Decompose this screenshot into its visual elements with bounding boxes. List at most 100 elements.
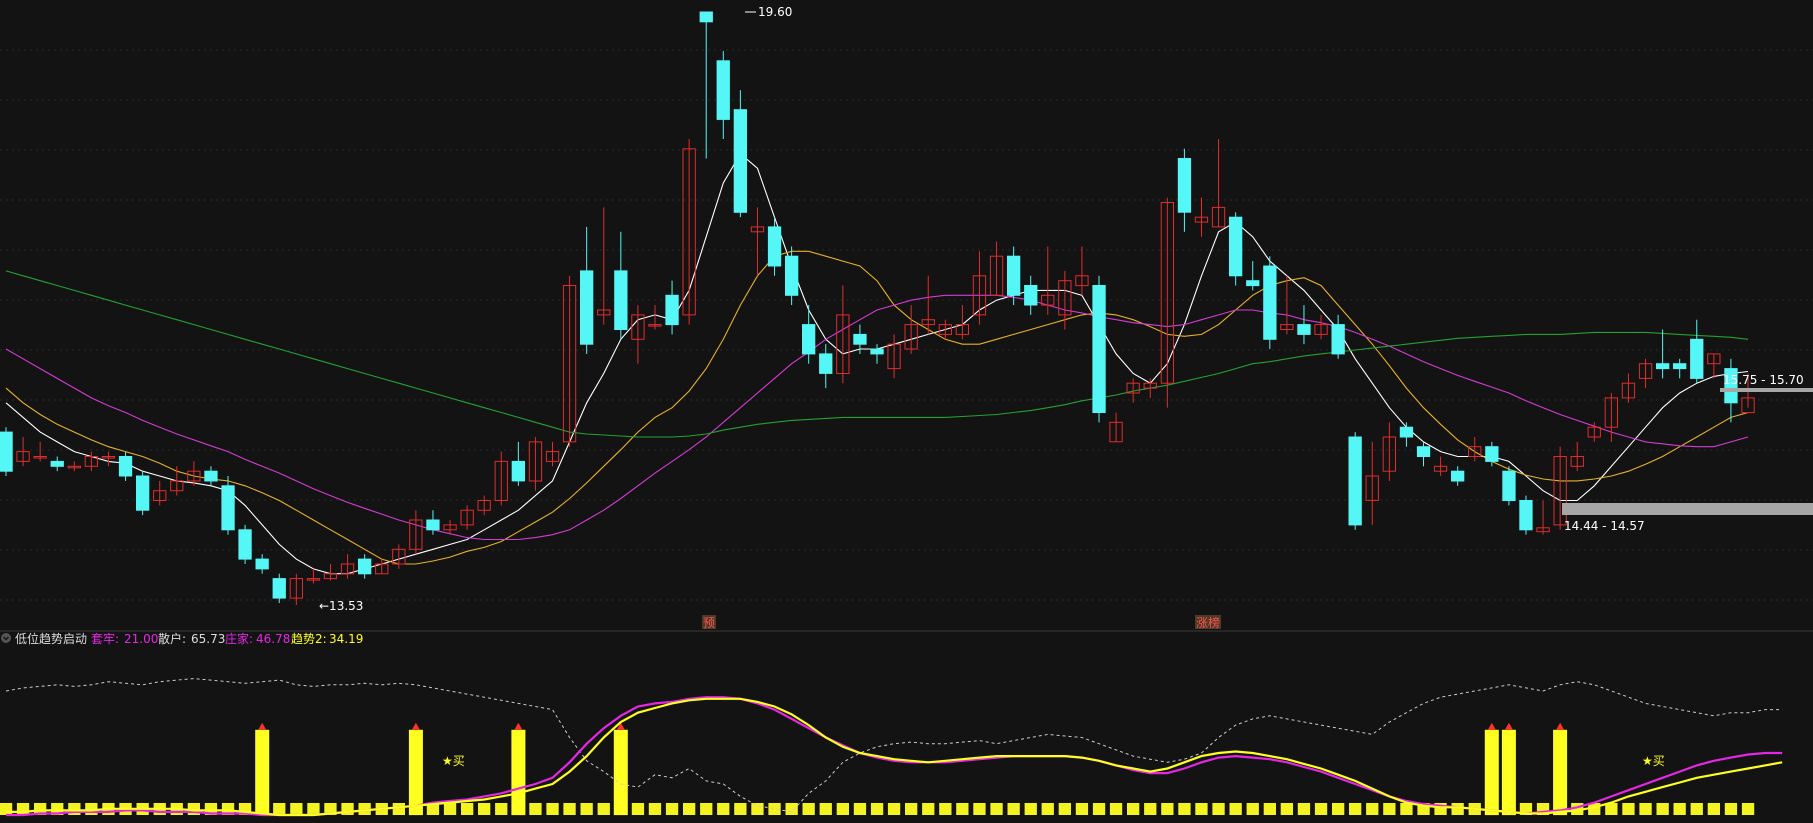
candle-body-38 bbox=[648, 324, 662, 327]
indicator-base-bar-31 bbox=[529, 803, 542, 815]
indicator-bars bbox=[0, 722, 1755, 816]
candle-body-65 bbox=[1109, 421, 1123, 443]
indicator-base-bar-21 bbox=[358, 803, 371, 815]
indicator-signal-arrow-1 bbox=[411, 722, 420, 730]
indicator-signal-bar-5 bbox=[1501, 729, 1516, 816]
indicator-base-bar-99 bbox=[1690, 803, 1703, 815]
candle-body-34 bbox=[580, 270, 594, 345]
candle-body-0 bbox=[0, 431, 13, 472]
indicator-base-bar-102 bbox=[1741, 803, 1755, 815]
candle-body-50 bbox=[853, 333, 867, 345]
candle-body-92 bbox=[1570, 456, 1584, 467]
candle-body-66 bbox=[1126, 382, 1140, 394]
indicator-base-bar-34 bbox=[580, 803, 593, 815]
candle-body-46 bbox=[785, 255, 799, 296]
indicator-base-bar-53 bbox=[905, 803, 918, 815]
indicator-base-bar-0 bbox=[0, 803, 13, 815]
grid-lines bbox=[0, 49, 1813, 601]
indicator-lines bbox=[5, 678, 1783, 817]
candle-body-71 bbox=[1211, 206, 1226, 228]
indicator-base-bar-94 bbox=[1605, 803, 1618, 815]
indicator-base-bar-47 bbox=[802, 803, 815, 815]
candle-body-64 bbox=[1092, 285, 1106, 413]
extreme-labels: 19.60 ←13.53 bbox=[319, 5, 792, 613]
candle-body-1 bbox=[16, 451, 30, 462]
indicator-dashed-line bbox=[5, 678, 1783, 813]
candle-body-44 bbox=[750, 226, 765, 233]
indicator-name: 低位趋势启动 bbox=[15, 631, 87, 646]
indicator-header: 低位趋势启动 套牢: 21.00 散户: 65.73 庄家: 46.78 趋势2… bbox=[1, 631, 363, 646]
candle-body-56 bbox=[955, 324, 970, 335]
candle-body-77 bbox=[1314, 324, 1328, 335]
indicator-base-bar-66 bbox=[1127, 803, 1140, 815]
indicator-base-bar-71 bbox=[1212, 803, 1225, 815]
indicator-base-bar-77 bbox=[1314, 803, 1328, 815]
indicator-base-bar-27 bbox=[461, 803, 474, 815]
indicator-base-bar-79 bbox=[1349, 803, 1362, 815]
indicator-base-bar-69 bbox=[1178, 803, 1191, 815]
candle-body-16 bbox=[272, 578, 286, 599]
indicator-base-bar-59 bbox=[1007, 803, 1020, 815]
candle-body-63 bbox=[1075, 275, 1089, 287]
candle-body-40 bbox=[682, 148, 696, 316]
indicator-metric-4-value: 34.19 bbox=[329, 632, 363, 646]
indicator-base-bar-23 bbox=[392, 803, 405, 815]
candle-body-90 bbox=[1536, 527, 1550, 533]
candle-body-93 bbox=[1587, 426, 1601, 438]
indicator-base-bar-33 bbox=[563, 803, 576, 815]
candle-body-42 bbox=[716, 60, 730, 120]
indicator-metric-3-label: 庄家: bbox=[225, 631, 253, 646]
candle-body-61 bbox=[1041, 294, 1055, 306]
zone-upper-bar bbox=[1720, 388, 1813, 392]
candle-body-70 bbox=[1194, 216, 1209, 223]
indicator-base-bar-1 bbox=[16, 803, 30, 815]
indicator-base-bar-52 bbox=[887, 803, 901, 815]
candle-body-99 bbox=[1690, 338, 1704, 379]
indicator-base-bar-45 bbox=[768, 803, 781, 815]
candle-body-78 bbox=[1331, 324, 1345, 355]
indicator-metric-1-label: 套牢: bbox=[91, 631, 119, 646]
candle-body-12 bbox=[204, 470, 218, 482]
indicator-base-bar-50 bbox=[853, 803, 867, 815]
indicator-base-bar-40 bbox=[683, 803, 696, 815]
indicator-base-bar-16 bbox=[273, 803, 286, 815]
candle-body-86 bbox=[1468, 446, 1482, 458]
indicator-base-bar-39 bbox=[665, 803, 679, 815]
candle-body-83 bbox=[1416, 446, 1431, 458]
candle-body-5 bbox=[84, 456, 98, 467]
indicator-base-bar-18 bbox=[307, 803, 320, 815]
candle-body-3 bbox=[50, 460, 64, 467]
candle-body-24 bbox=[409, 519, 423, 550]
candle-body-97 bbox=[1656, 363, 1670, 370]
candle-body-35 bbox=[597, 309, 611, 316]
candle-body-47 bbox=[802, 324, 816, 355]
candle-body-7 bbox=[118, 456, 133, 477]
indicator-base-bar-82 bbox=[1400, 803, 1413, 815]
candle-body-9 bbox=[153, 490, 167, 502]
indicator-base-bar-43 bbox=[734, 803, 747, 815]
candle-body-98 bbox=[1673, 363, 1687, 370]
candle-body-31 bbox=[528, 441, 543, 482]
candle-body-36 bbox=[614, 270, 628, 330]
indicator-base-bar-26 bbox=[443, 803, 457, 815]
indicator-toggle-icon[interactable] bbox=[1, 633, 11, 643]
candle-body-17 bbox=[289, 578, 304, 599]
indicator-base-bar-80 bbox=[1366, 803, 1379, 815]
candle-body-23 bbox=[392, 548, 406, 565]
candle-body-72 bbox=[1229, 216, 1243, 277]
buy-signals: ★买 ★买 bbox=[442, 754, 1665, 768]
candle-body-87 bbox=[1485, 446, 1499, 462]
candle-body-6 bbox=[101, 456, 116, 459]
indicator-base-bar-55 bbox=[939, 803, 952, 815]
indicator-base-bar-89 bbox=[1519, 803, 1533, 815]
candle-body-14 bbox=[238, 529, 252, 560]
indicator-signal-bar-1 bbox=[408, 729, 423, 816]
candle-body-102 bbox=[1741, 397, 1755, 414]
indicator-base-bar-73 bbox=[1246, 803, 1259, 815]
high-price-label: 19.60 bbox=[758, 5, 792, 19]
candle-body-96 bbox=[1638, 363, 1653, 379]
candle-body-45 bbox=[767, 226, 782, 267]
indicator-base-bar-100 bbox=[1707, 803, 1720, 815]
